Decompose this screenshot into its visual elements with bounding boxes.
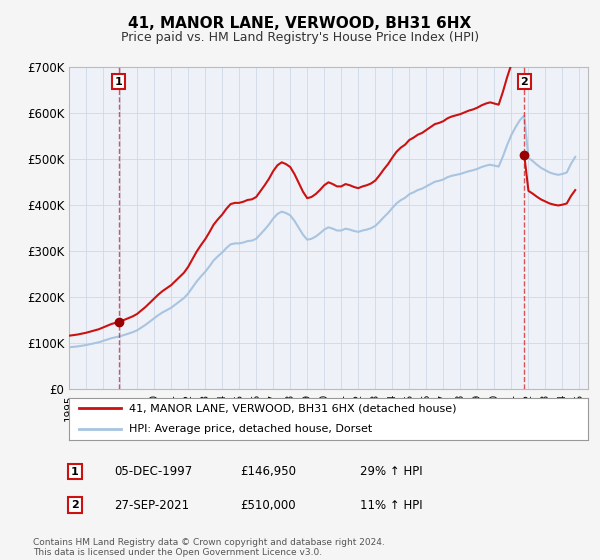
Text: 41, MANOR LANE, VERWOOD, BH31 6HX (detached house): 41, MANOR LANE, VERWOOD, BH31 6HX (detac… (128, 403, 456, 413)
Text: 41, MANOR LANE, VERWOOD, BH31 6HX: 41, MANOR LANE, VERWOOD, BH31 6HX (128, 16, 472, 31)
Text: 1: 1 (71, 466, 79, 477)
Text: 2: 2 (71, 500, 79, 510)
Text: 29% ↑ HPI: 29% ↑ HPI (360, 465, 422, 478)
Text: £510,000: £510,000 (240, 498, 296, 512)
Text: HPI: Average price, detached house, Dorset: HPI: Average price, detached house, Dors… (128, 424, 372, 434)
Text: 05-DEC-1997: 05-DEC-1997 (114, 465, 192, 478)
Text: Price paid vs. HM Land Registry's House Price Index (HPI): Price paid vs. HM Land Registry's House … (121, 31, 479, 44)
Text: £146,950: £146,950 (240, 465, 296, 478)
Text: 1: 1 (115, 77, 122, 87)
Text: 11% ↑ HPI: 11% ↑ HPI (360, 498, 422, 512)
Text: 2: 2 (520, 77, 528, 87)
Text: Contains HM Land Registry data © Crown copyright and database right 2024.
This d: Contains HM Land Registry data © Crown c… (33, 538, 385, 557)
Text: 27-SEP-2021: 27-SEP-2021 (114, 498, 189, 512)
